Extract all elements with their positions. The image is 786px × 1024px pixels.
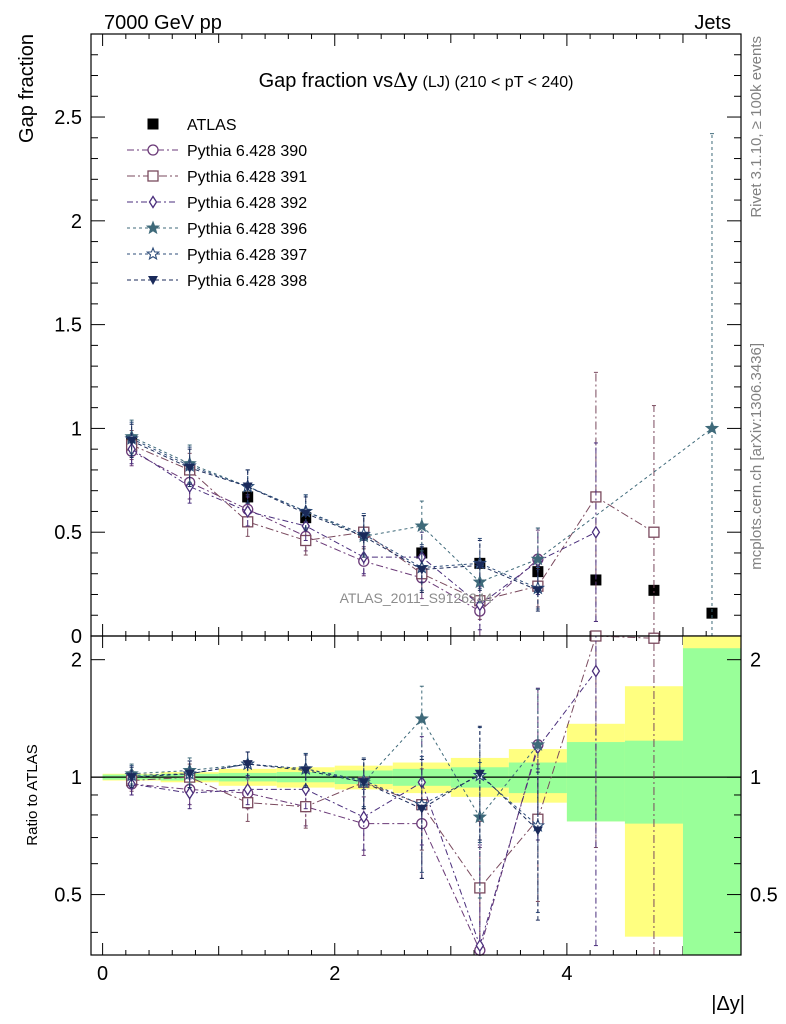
main-series-2-point [648, 526, 660, 538]
ratio-series-5-point [416, 804, 427, 814]
collision-label: 7000 GeV pp [104, 12, 222, 34]
ratio-series-1-point [648, 632, 660, 644]
stat-band [682, 648, 741, 955]
main-series-6-line [131, 440, 539, 591]
legend-marker [147, 118, 159, 130]
legend-label: Pythia 6.428 392 [187, 195, 307, 212]
ratio-series-1-line [131, 635, 654, 889]
legend-label: Pythia 6.428 391 [187, 169, 307, 186]
ratio-series-2-point [591, 664, 601, 678]
legend-label: Pythia 6.428 390 [187, 143, 307, 160]
main-series-6-point [242, 482, 253, 492]
legend-label: Pythia 6.428 398 [187, 273, 307, 290]
category-label: Jets [694, 12, 731, 34]
legend-marker [145, 220, 161, 235]
main-series-4-point [530, 551, 546, 566]
title-delta: Δ [393, 68, 407, 92]
mcplots-label: mcplots.cern.ch [arXiv:1306.3436] [748, 343, 765, 570]
legend: ATLAS Pythia 6.428 390 Pythia 6.428 391 Pyt… [127, 117, 307, 290]
ratio-y-tick-label: 2 [71, 650, 82, 672]
ratio-series-5-point [126, 773, 137, 783]
legend-marker [147, 170, 159, 182]
main-series-4-point [414, 518, 429, 533]
y-axis-label-ratio: Ratio to ATLAS [24, 744, 41, 845]
main-plot-title: Gap fraction vsΔy (LJ) (210 < pT < 240) [259, 68, 574, 92]
title-main: Gap fraction vs [259, 70, 394, 92]
legend-label: Pythia 6.428 396 [187, 221, 307, 238]
ratio-y-tick-label-right: 2 [750, 650, 761, 672]
main-series-6-point [416, 565, 427, 575]
ratio-y-tick-label: 1 [71, 767, 82, 789]
ratio-plot-frame [90, 635, 742, 956]
main-series-0-point [648, 584, 660, 596]
ratio-series-2-point [243, 782, 252, 797]
x-tick-label: 4 [561, 963, 572, 985]
ratio-series-3-point [530, 737, 546, 751]
x-axis-label: |Δy| [711, 993, 745, 1015]
analysis-watermark: ATLAS_2011_S9126244 [340, 590, 493, 606]
ratio-plot: 0 2 4 0.5 0.5 1 1 2 2 [54, 630, 778, 985]
y-tick-label: 2.5 [54, 107, 82, 129]
rivet-version-label: Rivet 3.1.10, ≥ 100k events [748, 36, 765, 218]
main-series-2-line [131, 444, 655, 602]
ratio-series-0-line [131, 744, 539, 952]
ratio-series-5-point [358, 778, 369, 788]
ratio-series-2-point [185, 786, 194, 800]
ratio-series-3-line [131, 718, 539, 818]
ratio-series-3-point [414, 711, 429, 725]
main-series-6-point [300, 509, 311, 519]
ratio-series-2-point [301, 782, 311, 797]
main-series-6-point [184, 463, 195, 473]
main-series-3-point [475, 598, 485, 612]
main-series-6-point [126, 436, 137, 446]
ratio-y-tick-label-right: 0.5 [750, 885, 778, 907]
main-series-6-point [474, 561, 485, 571]
ratio-series-5-point [300, 766, 311, 776]
legend-label: ATLAS [187, 117, 237, 134]
main-plot: 0 0.5 1 1.5 2 2.5 [54, 33, 742, 955]
ratio-series-4-line [131, 763, 539, 827]
y-tick-label: 2 [71, 211, 82, 233]
title-suffix: (LJ) (210 < pT < 240) [423, 74, 574, 91]
main-series-3-point [591, 525, 601, 539]
y-tick-label: 0 [71, 626, 82, 648]
ratio-series-2-point [475, 938, 485, 953]
y-tick-label: 1.5 [54, 315, 82, 337]
ratio-y-tick-label: 0.5 [54, 885, 82, 907]
main-series-3-point [243, 504, 252, 519]
main-series-4-point [704, 420, 720, 435]
main-series-0-point [590, 574, 602, 586]
main-series-6-point [358, 532, 369, 542]
main-series-0-point [706, 607, 718, 619]
ratio-series-5-point [474, 769, 485, 779]
x-tick-label: 0 [97, 963, 108, 985]
main-series-1-line [131, 450, 539, 612]
y-tick-label: 0.5 [54, 522, 82, 544]
main-series-6-point [532, 586, 543, 596]
ratio-series-2-point [359, 810, 369, 824]
title-y: y [408, 70, 418, 92]
ratio-series-5-line [131, 763, 539, 831]
y-axis-label-main: Gap fraction [16, 34, 38, 143]
legend-marker [147, 144, 159, 156]
ratio-series-5-point [532, 826, 543, 836]
legend-marker [145, 246, 161, 261]
ratio-series-5-point [184, 769, 195, 779]
x-tick-label: 2 [329, 963, 340, 985]
legend-marker [148, 276, 158, 285]
ratio-series-5-point [242, 760, 253, 770]
ratio-y-tick-label-right: 1 [750, 767, 761, 789]
legend-marker [148, 195, 158, 209]
main-series-5-line [131, 438, 539, 589]
legend-label: Pythia 6.428 397 [187, 247, 307, 264]
y-tick-label: 1 [71, 418, 82, 440]
